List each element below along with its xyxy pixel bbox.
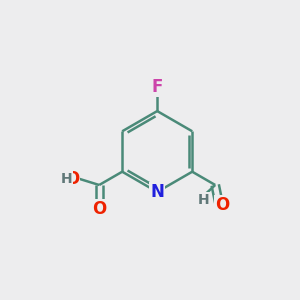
Text: O: O (92, 200, 106, 218)
Text: H: H (198, 193, 209, 207)
Text: O: O (65, 170, 79, 188)
Text: N: N (150, 183, 164, 201)
Text: O: O (215, 196, 229, 214)
Text: H: H (61, 172, 72, 186)
Text: F: F (152, 78, 163, 96)
